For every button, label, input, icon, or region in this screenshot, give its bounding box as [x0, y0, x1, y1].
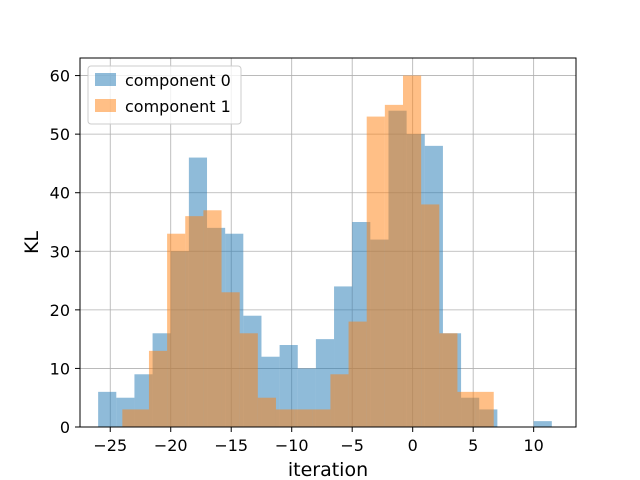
x-tick-label: 10 — [523, 436, 543, 455]
histogram-bar — [294, 409, 313, 427]
histogram-bar — [221, 292, 240, 427]
histogram-bar — [457, 391, 476, 427]
x-tick-label: −5 — [340, 436, 364, 455]
legend-label-component-1: component 1 — [125, 97, 231, 116]
histogram-bar — [122, 409, 149, 427]
histogram-bar — [203, 210, 222, 427]
y-tick-label: 50 — [50, 125, 70, 144]
histogram-bar — [312, 409, 331, 427]
histogram-bar — [275, 409, 295, 427]
histogram-bar — [239, 333, 258, 427]
x-tick-label: −15 — [214, 436, 248, 455]
y-tick-label: 0 — [60, 418, 70, 437]
x-tick-label: 5 — [468, 436, 478, 455]
histogram-bar — [366, 116, 385, 428]
x-tick-label: −25 — [93, 436, 127, 455]
histogram-bar — [279, 345, 298, 427]
legend: component 0 component 1 — [87, 65, 242, 125]
histogram-bar — [257, 397, 276, 427]
x-tick-label: 0 — [408, 436, 418, 455]
histogram-bar — [98, 391, 117, 427]
histogram-bar — [421, 204, 440, 427]
histogram-bar — [384, 104, 404, 427]
histogram-bar — [403, 75, 422, 428]
histogram-bar — [330, 374, 349, 427]
legend-label-component-0: component 0 — [125, 71, 231, 90]
axis-ticks: −25 −20 −15 −10 −5 0 5 10 0 10 20 30 40 50 60 — [50, 67, 544, 455]
legend-swatch-component-0 — [95, 73, 116, 86]
histogram-bar — [475, 391, 494, 427]
x-axis-label: iteration — [288, 459, 368, 480]
y-tick-label: 60 — [50, 67, 70, 86]
x-tick-label: −10 — [275, 436, 309, 455]
y-axis-label: KL — [21, 231, 43, 254]
histogram-bar — [167, 233, 186, 427]
y-tick-label: 30 — [50, 242, 70, 261]
histogram-bar — [185, 216, 204, 427]
histogram-bar — [439, 333, 458, 427]
histogram-bar — [533, 421, 552, 427]
series-1-bars — [122, 75, 494, 428]
y-tick-label: 10 — [50, 359, 70, 378]
plot-frame — [79, 57, 577, 428]
legend-box — [87, 65, 242, 125]
legend-swatch-component-1 — [95, 99, 116, 112]
histogram-bar — [315, 339, 335, 427]
histogram-bar — [148, 350, 168, 427]
histogram-bar — [348, 321, 367, 427]
y-tick-label: 20 — [50, 301, 70, 320]
x-tick-label: −20 — [154, 436, 188, 455]
histogram-bars — [98, 75, 552, 428]
y-tick-label: 40 — [50, 184, 70, 203]
